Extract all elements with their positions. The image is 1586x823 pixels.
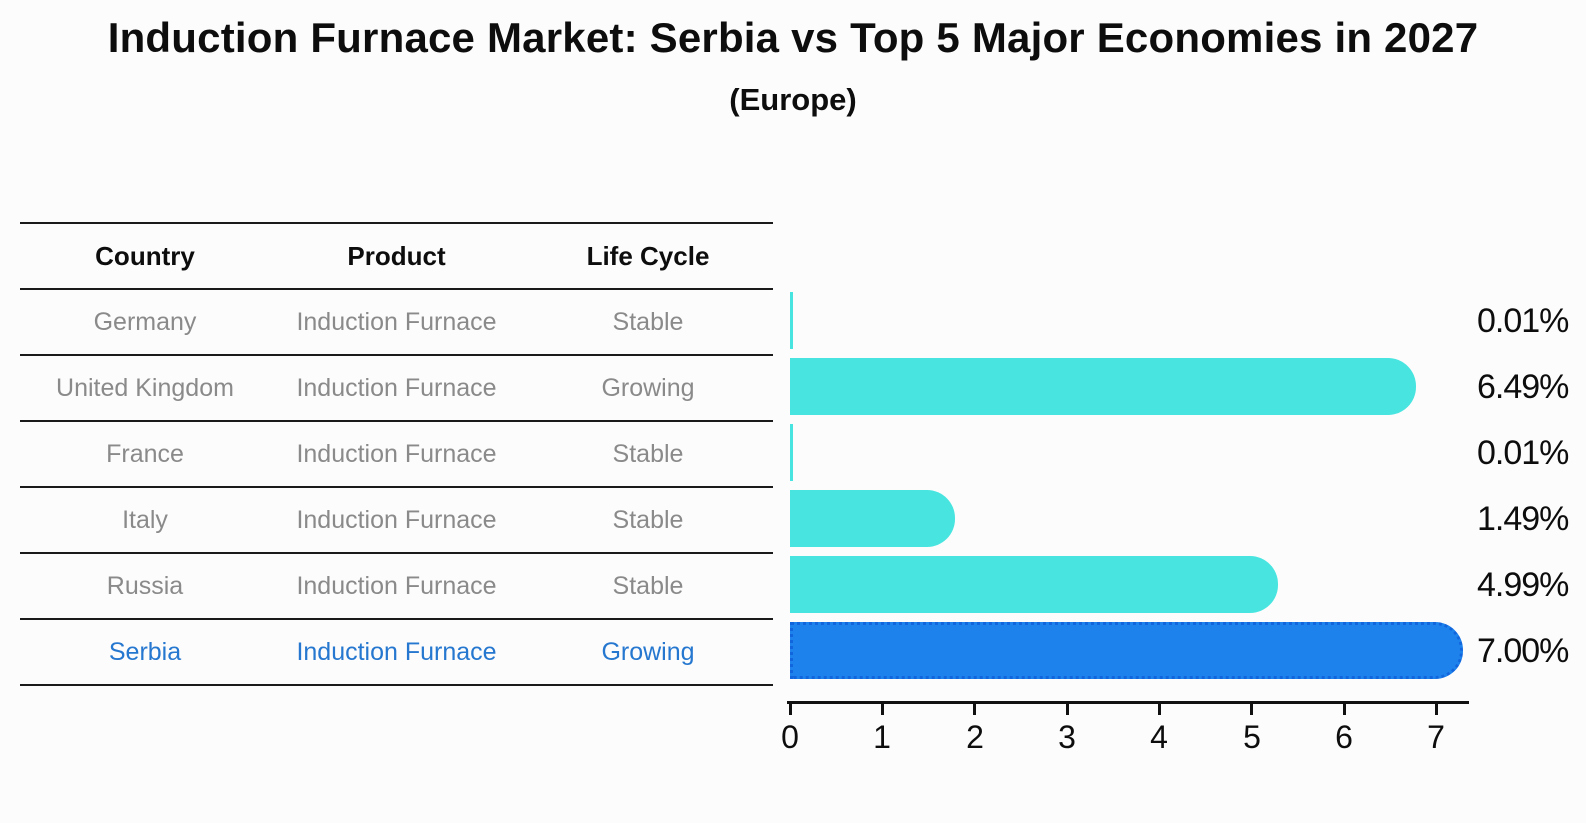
cell-life-cycle: Growing (523, 619, 773, 686)
cell-country: Serbia (20, 619, 270, 686)
page-subtitle: (Europe) (729, 82, 857, 117)
value-label-italy: 1.49% (1477, 500, 1569, 538)
cell-life-cycle: Stable (523, 487, 773, 554)
table-row-italy: Italy Induction Furnace Stable (20, 487, 773, 554)
cell-product: Induction Furnace (270, 355, 523, 422)
cell-product: Induction Furnace (270, 421, 523, 488)
value-label-serbia: 7.00% (1477, 632, 1569, 670)
cell-country: Germany (20, 289, 270, 356)
x-axis-tick (1066, 704, 1069, 715)
x-axis-tick (1158, 704, 1161, 715)
cell-product: Induction Furnace (270, 289, 523, 356)
bar-germany (790, 292, 793, 349)
table-row-serbia: Serbia Induction Furnace Growing (20, 619, 773, 686)
table-row-russia: Russia Induction Furnace Stable (20, 553, 773, 620)
x-axis-tick-label: 1 (873, 719, 891, 755)
x-axis-tick (973, 704, 976, 715)
cell-country: France (20, 421, 270, 488)
x-axis-tick (789, 704, 792, 715)
page-title: Induction Furnace Market: Serbia vs Top … (107, 14, 1479, 61)
cell-life-cycle: Stable (523, 421, 773, 488)
bar-russia (790, 556, 1279, 613)
table-row-united-kingdom: United Kingdom Induction Furnace Growing (20, 355, 773, 422)
table-row-france: France Induction Furnace Stable (20, 421, 773, 488)
bar-france (790, 424, 793, 481)
x-axis-tick (1435, 704, 1438, 715)
x-axis-line (787, 701, 1469, 704)
cell-life-cycle: Stable (523, 553, 773, 620)
x-axis-tick (1343, 704, 1346, 715)
value-label-germany: 0.01% (1477, 302, 1569, 340)
column-header-country: Country (20, 223, 270, 290)
table-header-row: Country Product Life Cycle (20, 223, 773, 290)
bar-united-kingdom (790, 358, 1417, 415)
value-label-russia: 4.99% (1477, 566, 1569, 604)
value-label-france: 0.01% (1477, 434, 1569, 472)
x-axis-tick-label: 5 (1243, 719, 1261, 755)
x-axis-tick-label: 4 (1150, 719, 1168, 755)
cell-product: Induction Furnace (270, 487, 523, 554)
bar-italy (790, 490, 956, 547)
column-header-life-cycle: Life Cycle (523, 223, 773, 290)
cell-country: United Kingdom (20, 355, 270, 422)
value-label-united-kingdom: 6.49% (1477, 368, 1569, 406)
x-axis-tick-label: 7 (1427, 719, 1445, 755)
x-axis-tick-label: 2 (966, 719, 984, 755)
x-axis-tick (881, 704, 884, 715)
bar-serbia (790, 622, 1464, 679)
x-axis-tick-label: 3 (1058, 719, 1076, 755)
cell-product: Induction Furnace (270, 619, 523, 686)
column-header-product: Product (270, 223, 523, 290)
table-row-germany: Germany Induction Furnace Stable (20, 289, 773, 356)
country-table: Country Product Life Cycle Germany Induc… (20, 222, 773, 686)
x-axis-tick-label: 0 (781, 719, 799, 755)
cell-country: Italy (20, 487, 270, 554)
cell-product: Induction Furnace (270, 553, 523, 620)
cell-life-cycle: Growing (523, 355, 773, 422)
x-axis-tick-label: 6 (1335, 719, 1353, 755)
cell-country: Russia (20, 553, 270, 620)
x-axis-tick (1250, 704, 1253, 715)
cell-life-cycle: Stable (523, 289, 773, 356)
